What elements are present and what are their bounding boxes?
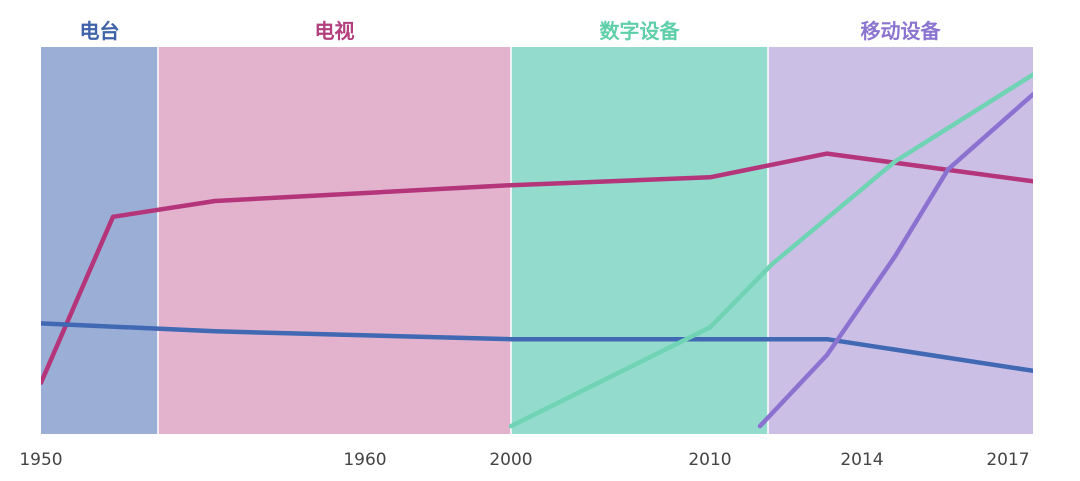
x-axis-ticks: 1950 1960 2000 2010 2014 2017 — [19, 450, 1029, 470]
era-label-1: 电视 — [315, 19, 355, 43]
x-tick-label: 2017 — [986, 450, 1029, 470]
series-line-1 — [41, 321, 1033, 374]
x-tick-label: 2014 — [840, 450, 883, 470]
era-labels: 电台 电视 数字设备 移动设备 — [80, 19, 942, 43]
era-band-0 — [41, 47, 158, 434]
era-label-3: 移动设备 — [861, 19, 942, 43]
era-label-0: 电台 — [80, 19, 120, 43]
era-band-1 — [158, 47, 511, 434]
x-tick-label: 1960 — [343, 450, 386, 470]
era-label-2: 数字设备 — [600, 19, 681, 43]
era-bands — [41, 47, 1033, 434]
series-line-2 — [508, 72, 1033, 429]
x-tick-label: 2010 — [688, 450, 731, 470]
era-band-2 — [511, 47, 768, 434]
series-line-0 — [41, 151, 1033, 385]
series-lines — [41, 72, 1033, 429]
x-tick-label: 2000 — [489, 450, 532, 470]
x-tick-label: 1950 — [19, 450, 62, 470]
series-line-3 — [757, 92, 1033, 429]
